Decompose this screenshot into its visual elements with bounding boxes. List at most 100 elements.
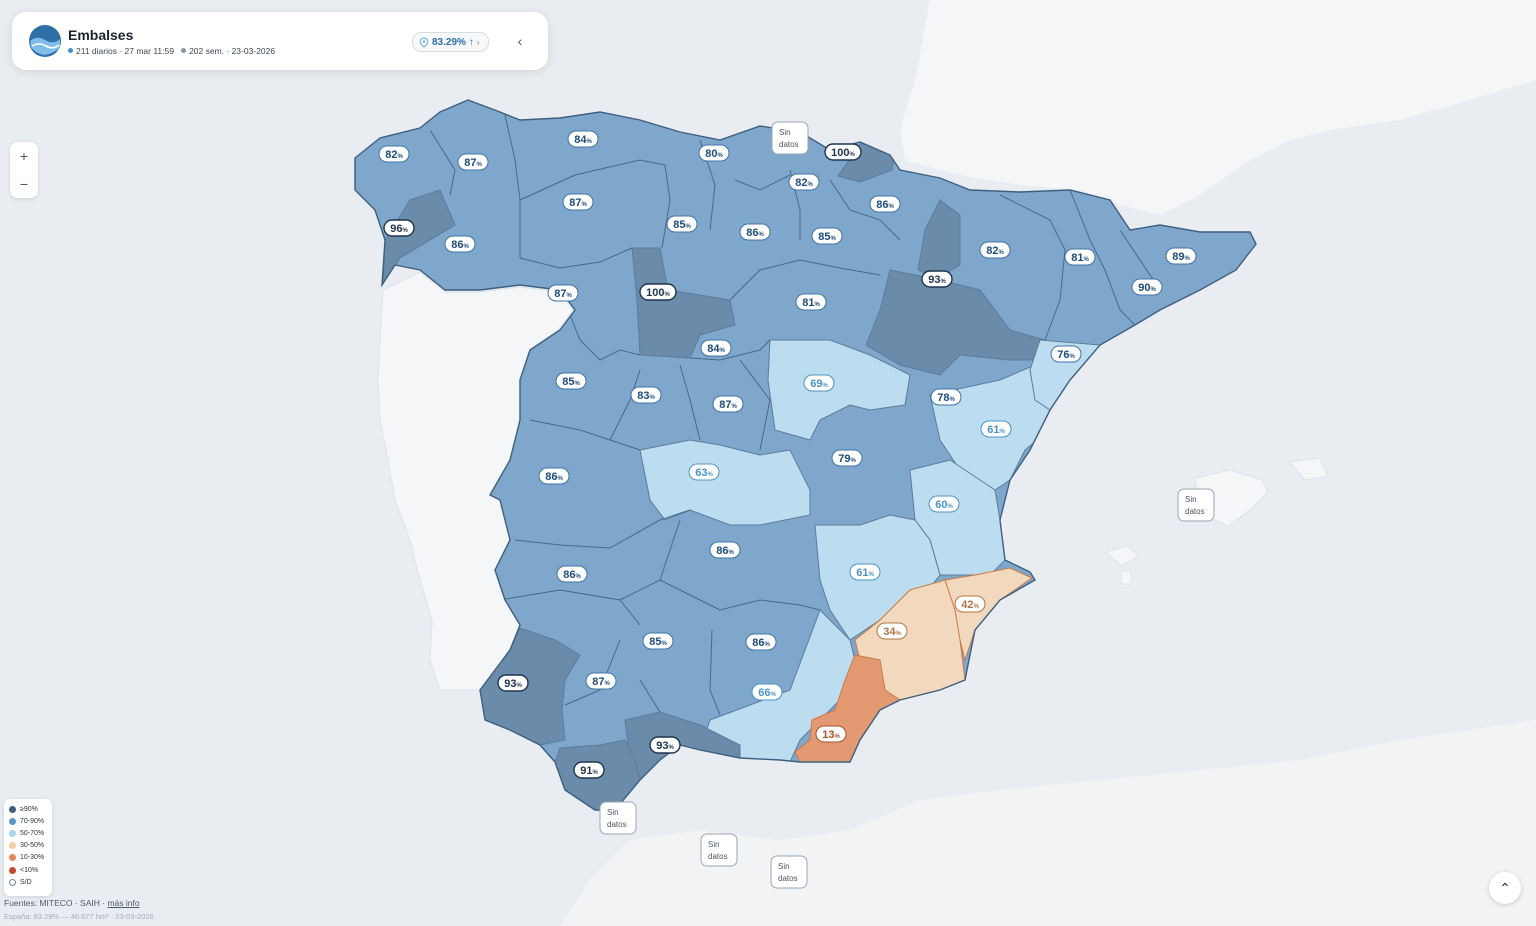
province-border <box>514 509 691 549</box>
no-data-text: datos <box>1185 507 1205 516</box>
province-percent-label[interactable]: 79% <box>831 449 863 467</box>
province-percent-label[interactable]: 42% <box>954 595 986 613</box>
province-percent-label[interactable]: 87% <box>457 153 489 171</box>
province-percent-label[interactable]: 100% <box>639 283 677 301</box>
province-percent-label[interactable]: 86% <box>739 223 771 241</box>
weekly-dot-icon <box>181 48 187 53</box>
province-percent-label[interactable]: 84% <box>567 130 599 148</box>
province-percent-label[interactable]: 87% <box>585 672 617 690</box>
province-percent-label[interactable]: 80% <box>698 144 730 162</box>
label-badge <box>642 632 674 650</box>
province-percent-label[interactable]: 66% <box>751 683 783 701</box>
province-percent-label[interactable]: 86% <box>869 195 901 213</box>
more-info-link[interactable]: más info <box>107 898 140 908</box>
app-title: Embalses <box>68 27 134 43</box>
province-percent-label[interactable]: 34% <box>876 622 908 640</box>
province-region[interactable] <box>865 269 1046 376</box>
label-badge <box>815 725 847 743</box>
legend-label: 30-50% <box>20 842 45 850</box>
province-percent-label[interactable]: 93% <box>649 736 681 754</box>
no-data-text: datos <box>779 140 799 149</box>
province-percent-label[interactable]: 82% <box>788 173 820 191</box>
legend-label: <10% <box>20 866 39 874</box>
province-percent-label[interactable]: 86% <box>538 467 570 485</box>
province-percent-label[interactable]: 81% <box>795 293 827 311</box>
province-percent-label[interactable]: 86% <box>444 235 476 253</box>
province-percent-label[interactable]: 93% <box>921 270 953 288</box>
legend-swatch <box>9 866 16 874</box>
label-badge <box>869 195 901 213</box>
label-badge <box>556 565 588 583</box>
no-data-box <box>1177 488 1215 522</box>
trend-up-icon: ↑ <box>468 36 474 48</box>
province-percent-label[interactable]: 89% <box>1165 247 1197 265</box>
label-badge <box>930 388 962 406</box>
province-percent-label[interactable]: 96% <box>383 219 415 237</box>
zoom-out-button[interactable]: − <box>19 176 29 192</box>
app-logo-icon <box>29 25 61 57</box>
province-percent-label[interactable]: 86% <box>745 633 777 651</box>
no-data-text: Sin <box>778 862 790 871</box>
scroll-up-button[interactable]: ⌃ <box>1489 872 1521 904</box>
percent-value: 100% <box>646 287 670 299</box>
province-percent-label[interactable]: 87% <box>547 284 579 302</box>
zoom-in-button[interactable]: + <box>19 148 29 164</box>
daily-info: 211 diarios · 27 mar 11:59 <box>76 46 174 56</box>
province-percent-label[interactable]: 61% <box>980 420 1012 438</box>
legend-label: S/D <box>20 878 32 886</box>
no-data-text: Sin <box>607 808 619 817</box>
province-percent-label[interactable]: 91% <box>573 761 605 779</box>
province-region[interactable] <box>631 247 736 359</box>
collapse-panel-button[interactable]: ‹ <box>517 33 523 49</box>
province-percent-label[interactable]: 78% <box>930 388 962 406</box>
province-border <box>639 679 661 713</box>
province-percent-label[interactable]: 60% <box>928 495 960 513</box>
label-badge <box>795 293 827 311</box>
label-badge <box>928 495 960 513</box>
province-percent-label[interactable]: 81% <box>1064 248 1096 266</box>
province-percent-label[interactable]: 90% <box>1131 278 1163 296</box>
national-total-pill[interactable]: 83.29% ↑ › <box>412 32 489 52</box>
province-percent-label[interactable]: 85% <box>555 372 587 390</box>
province-percent-label[interactable]: 82% <box>378 145 410 163</box>
province-percent-label[interactable]: 86% <box>556 565 588 583</box>
province-percent-label[interactable]: 86% <box>709 541 741 559</box>
legend-swatch <box>9 829 16 837</box>
province-region[interactable] <box>639 439 811 526</box>
no-data-text: datos <box>708 852 728 861</box>
province-percent-label[interactable]: 69% <box>803 374 835 392</box>
province-percent-label[interactable]: 85% <box>666 215 698 233</box>
label-badge <box>698 144 730 162</box>
legend-item: 30-50% <box>4 840 52 852</box>
province-percent-label[interactable]: 87% <box>712 395 744 413</box>
label-badge <box>1064 248 1096 266</box>
province-percent-label[interactable]: 82% <box>979 241 1011 259</box>
update-info: 211 diarios · 27 mar 11:59 202 sem. · 23… <box>68 46 275 56</box>
province-percent-label[interactable]: 13% <box>815 725 847 743</box>
province-percent-label[interactable]: 61% <box>849 563 881 581</box>
province-border <box>679 364 701 441</box>
province-region[interactable] <box>767 339 911 441</box>
province-percent-label[interactable]: 85% <box>811 227 843 245</box>
legend-item: 50-70% <box>4 827 52 839</box>
province-percent-label[interactable]: 76% <box>1050 345 1082 363</box>
credits-text: Fuentes: MITECO · SAIH · <box>4 898 108 908</box>
label-badge <box>954 595 986 613</box>
location-pin-icon <box>419 36 429 48</box>
label-badge <box>831 449 863 467</box>
province-percent-label[interactable]: 93% <box>497 674 529 692</box>
province-percent-label[interactable]: 83% <box>630 386 662 404</box>
province-percent-label[interactable]: 87% <box>562 193 594 211</box>
no-data-text: datos <box>778 874 798 883</box>
province-percent-label[interactable]: 63% <box>688 463 720 481</box>
legend: ≥90% 70-90% 50-70% 30-50% 10-30% <10% S/D <box>4 799 52 896</box>
province-percent-label[interactable]: 84% <box>700 339 732 357</box>
province-percent-label[interactable]: 85% <box>642 632 674 650</box>
province-border <box>499 589 641 626</box>
province-border <box>429 129 456 196</box>
no-data-label: Sin datos <box>770 855 808 889</box>
label-badge <box>921 270 953 288</box>
label-badge <box>979 241 1011 259</box>
province-percent-label[interactable]: 100% <box>824 143 862 161</box>
